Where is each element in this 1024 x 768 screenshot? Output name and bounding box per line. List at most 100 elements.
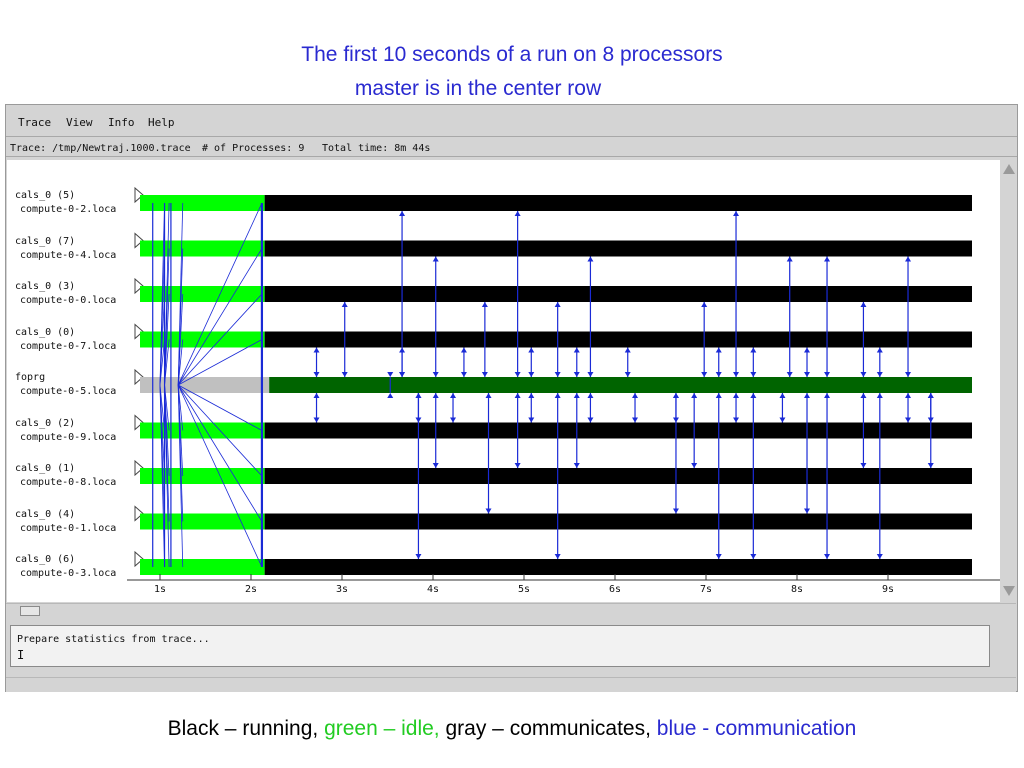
message-arrowhead-icon <box>481 302 488 307</box>
horizontal-scrollbar[interactable] <box>6 603 1016 618</box>
process-label[interactable]: cals_0 (6) compute-0-3.loca <box>15 553 116 581</box>
message-arrowhead-icon <box>313 417 320 423</box>
message-arrowhead-icon <box>514 393 521 398</box>
time-axis-tick-label: 6s <box>609 584 621 595</box>
message-arrowhead-icon <box>860 372 867 377</box>
message-arrowhead-icon <box>824 256 831 262</box>
message-arrowhead-icon <box>824 554 831 559</box>
process-host: compute-0-0.loca <box>20 295 117 306</box>
menu-view[interactable]: View <box>66 116 93 129</box>
horizontal-scroll-thumb[interactable] <box>20 606 40 616</box>
message-arrowhead-icon <box>554 393 561 398</box>
message-arrowhead-icon <box>587 393 594 398</box>
master-communicate-segment <box>140 377 270 393</box>
idle-segment <box>140 468 265 484</box>
message-arrowhead-icon <box>399 211 406 216</box>
time-axis-tick-label: 7s <box>700 584 712 595</box>
time-axis-tick-label: 2s <box>245 584 257 595</box>
trace-canvas[interactable]: cals_0 (5) compute-0-2.loca cals_0 (7) comp… <box>7 160 1000 602</box>
process-count: # of Processes: 9 <box>202 143 305 154</box>
message-arrowhead-icon <box>733 417 740 423</box>
legend-gray: gray – communicates, <box>445 717 651 740</box>
message-arrowhead-icon <box>750 347 757 353</box>
idle-segment <box>140 240 265 257</box>
row-start-marker-icon <box>134 505 144 522</box>
menu-trace-label: Trace <box>18 116 52 129</box>
menu-bar: Trace View Info Help <box>6 105 1017 137</box>
scroll-down-icon[interactable] <box>1003 586 1015 596</box>
menu-info[interactable]: Info <box>108 116 135 129</box>
message-arrowhead-icon <box>573 347 580 353</box>
startup-message-line <box>177 248 263 386</box>
message-arrowhead-icon <box>905 393 912 398</box>
message-arrowhead-icon <box>587 372 594 377</box>
process-label[interactable]: cals_0 (3) compute-0-0.loca <box>15 280 116 308</box>
message-arrowhead-icon <box>313 393 320 398</box>
message-arrowhead-icon <box>876 554 883 559</box>
running-segment <box>264 286 972 302</box>
message-arrowhead-icon <box>313 347 320 353</box>
legend: Black – running, green – idle, gray – co… <box>0 717 1024 741</box>
message-arrowhead-icon <box>432 393 439 398</box>
idle-segment <box>140 513 265 530</box>
menu-help[interactable]: Help <box>148 116 175 129</box>
startup-message-line <box>177 384 263 477</box>
process-label[interactable]: cals_0 (7) compute-0-4.loca <box>15 235 116 263</box>
message-arrowhead-icon <box>691 393 698 398</box>
message-arrowhead-icon <box>432 256 439 262</box>
message-arrowhead-icon <box>927 417 934 423</box>
message-arrowhead-icon <box>485 393 492 398</box>
message-arrowhead-icon <box>804 347 811 353</box>
bottom-scrollbar[interactable] <box>6 677 1016 692</box>
message-arrowhead-icon <box>514 463 521 468</box>
vertical-scrollbar[interactable] <box>1001 160 1016 602</box>
message-arrowhead-icon <box>905 417 912 423</box>
message-arrowhead-icon <box>460 372 467 377</box>
time-axis-tick-label: 9s <box>882 584 894 595</box>
message-scrollbar[interactable] <box>996 623 1014 671</box>
message-arrowhead-icon <box>824 372 831 377</box>
startup-message-line <box>177 384 184 568</box>
message-arrowhead-icon <box>927 393 934 398</box>
startup-message-line <box>177 293 184 386</box>
process-label[interactable]: cals_0 (2) compute-0-9.loca <box>15 417 116 445</box>
message-arrowhead-icon <box>587 256 594 262</box>
process-label[interactable]: cals_0 (5) compute-0-2.loca <box>15 189 116 217</box>
process-name: cals_0 (1) <box>15 463 76 474</box>
row-start-marker-icon <box>134 186 144 204</box>
process-host: compute-0-8.loca <box>20 477 117 488</box>
process-name: cals_0 (7) <box>15 235 76 247</box>
message-arrowhead-icon <box>624 347 631 353</box>
process-label[interactable]: foprg compute-0-5.loca <box>15 371 116 399</box>
process-label[interactable]: cals_0 (0) compute-0-7.loca <box>15 326 116 354</box>
process-label[interactable]: cals_0 (4) compute-0-1.loca <box>15 508 116 536</box>
message-arrowhead-icon <box>804 508 811 514</box>
process-host: compute-0-7.loca <box>20 340 117 352</box>
row-start-marker-icon <box>134 368 144 386</box>
row-start-marker-icon <box>134 232 144 249</box>
legend-green: green – idle, <box>324 717 440 740</box>
message-arrowhead-icon <box>876 347 883 353</box>
time-axis-tick-label: 1s <box>154 584 166 595</box>
message-arrowhead-icon <box>554 302 561 307</box>
message-arrowhead-icon <box>876 372 883 377</box>
process-labels: cals_0 (5) compute-0-2.loca cals_0 (7) comp… <box>7 160 137 580</box>
process-name: cals_0 (4) <box>15 508 76 520</box>
trace-info-bar: Trace: /tmp/Newtraj.1000.trace # of Proc… <box>6 139 1017 157</box>
message-arrowhead-icon <box>432 372 439 377</box>
message-arrowhead-icon <box>672 393 679 398</box>
startup-message-line <box>178 339 263 386</box>
message-arrowhead-icon <box>554 554 561 559</box>
running-segment <box>264 559 972 575</box>
scroll-up-icon[interactable] <box>1003 164 1015 174</box>
message-arrowhead-icon <box>750 372 757 377</box>
message-arrowhead-icon <box>632 417 639 423</box>
message-arrowhead-icon <box>927 463 934 468</box>
process-label[interactable]: cals_0 (1) compute-0-8.loca <box>15 462 116 490</box>
legend-black: Black – running, <box>167 717 319 740</box>
startup-message-line <box>177 384 263 522</box>
menu-trace[interactable]: Trace <box>18 116 51 129</box>
time-axis-tick-label: 4s <box>427 584 439 595</box>
message-arrowhead-icon <box>701 372 708 377</box>
message-arrowhead-icon <box>399 372 406 377</box>
